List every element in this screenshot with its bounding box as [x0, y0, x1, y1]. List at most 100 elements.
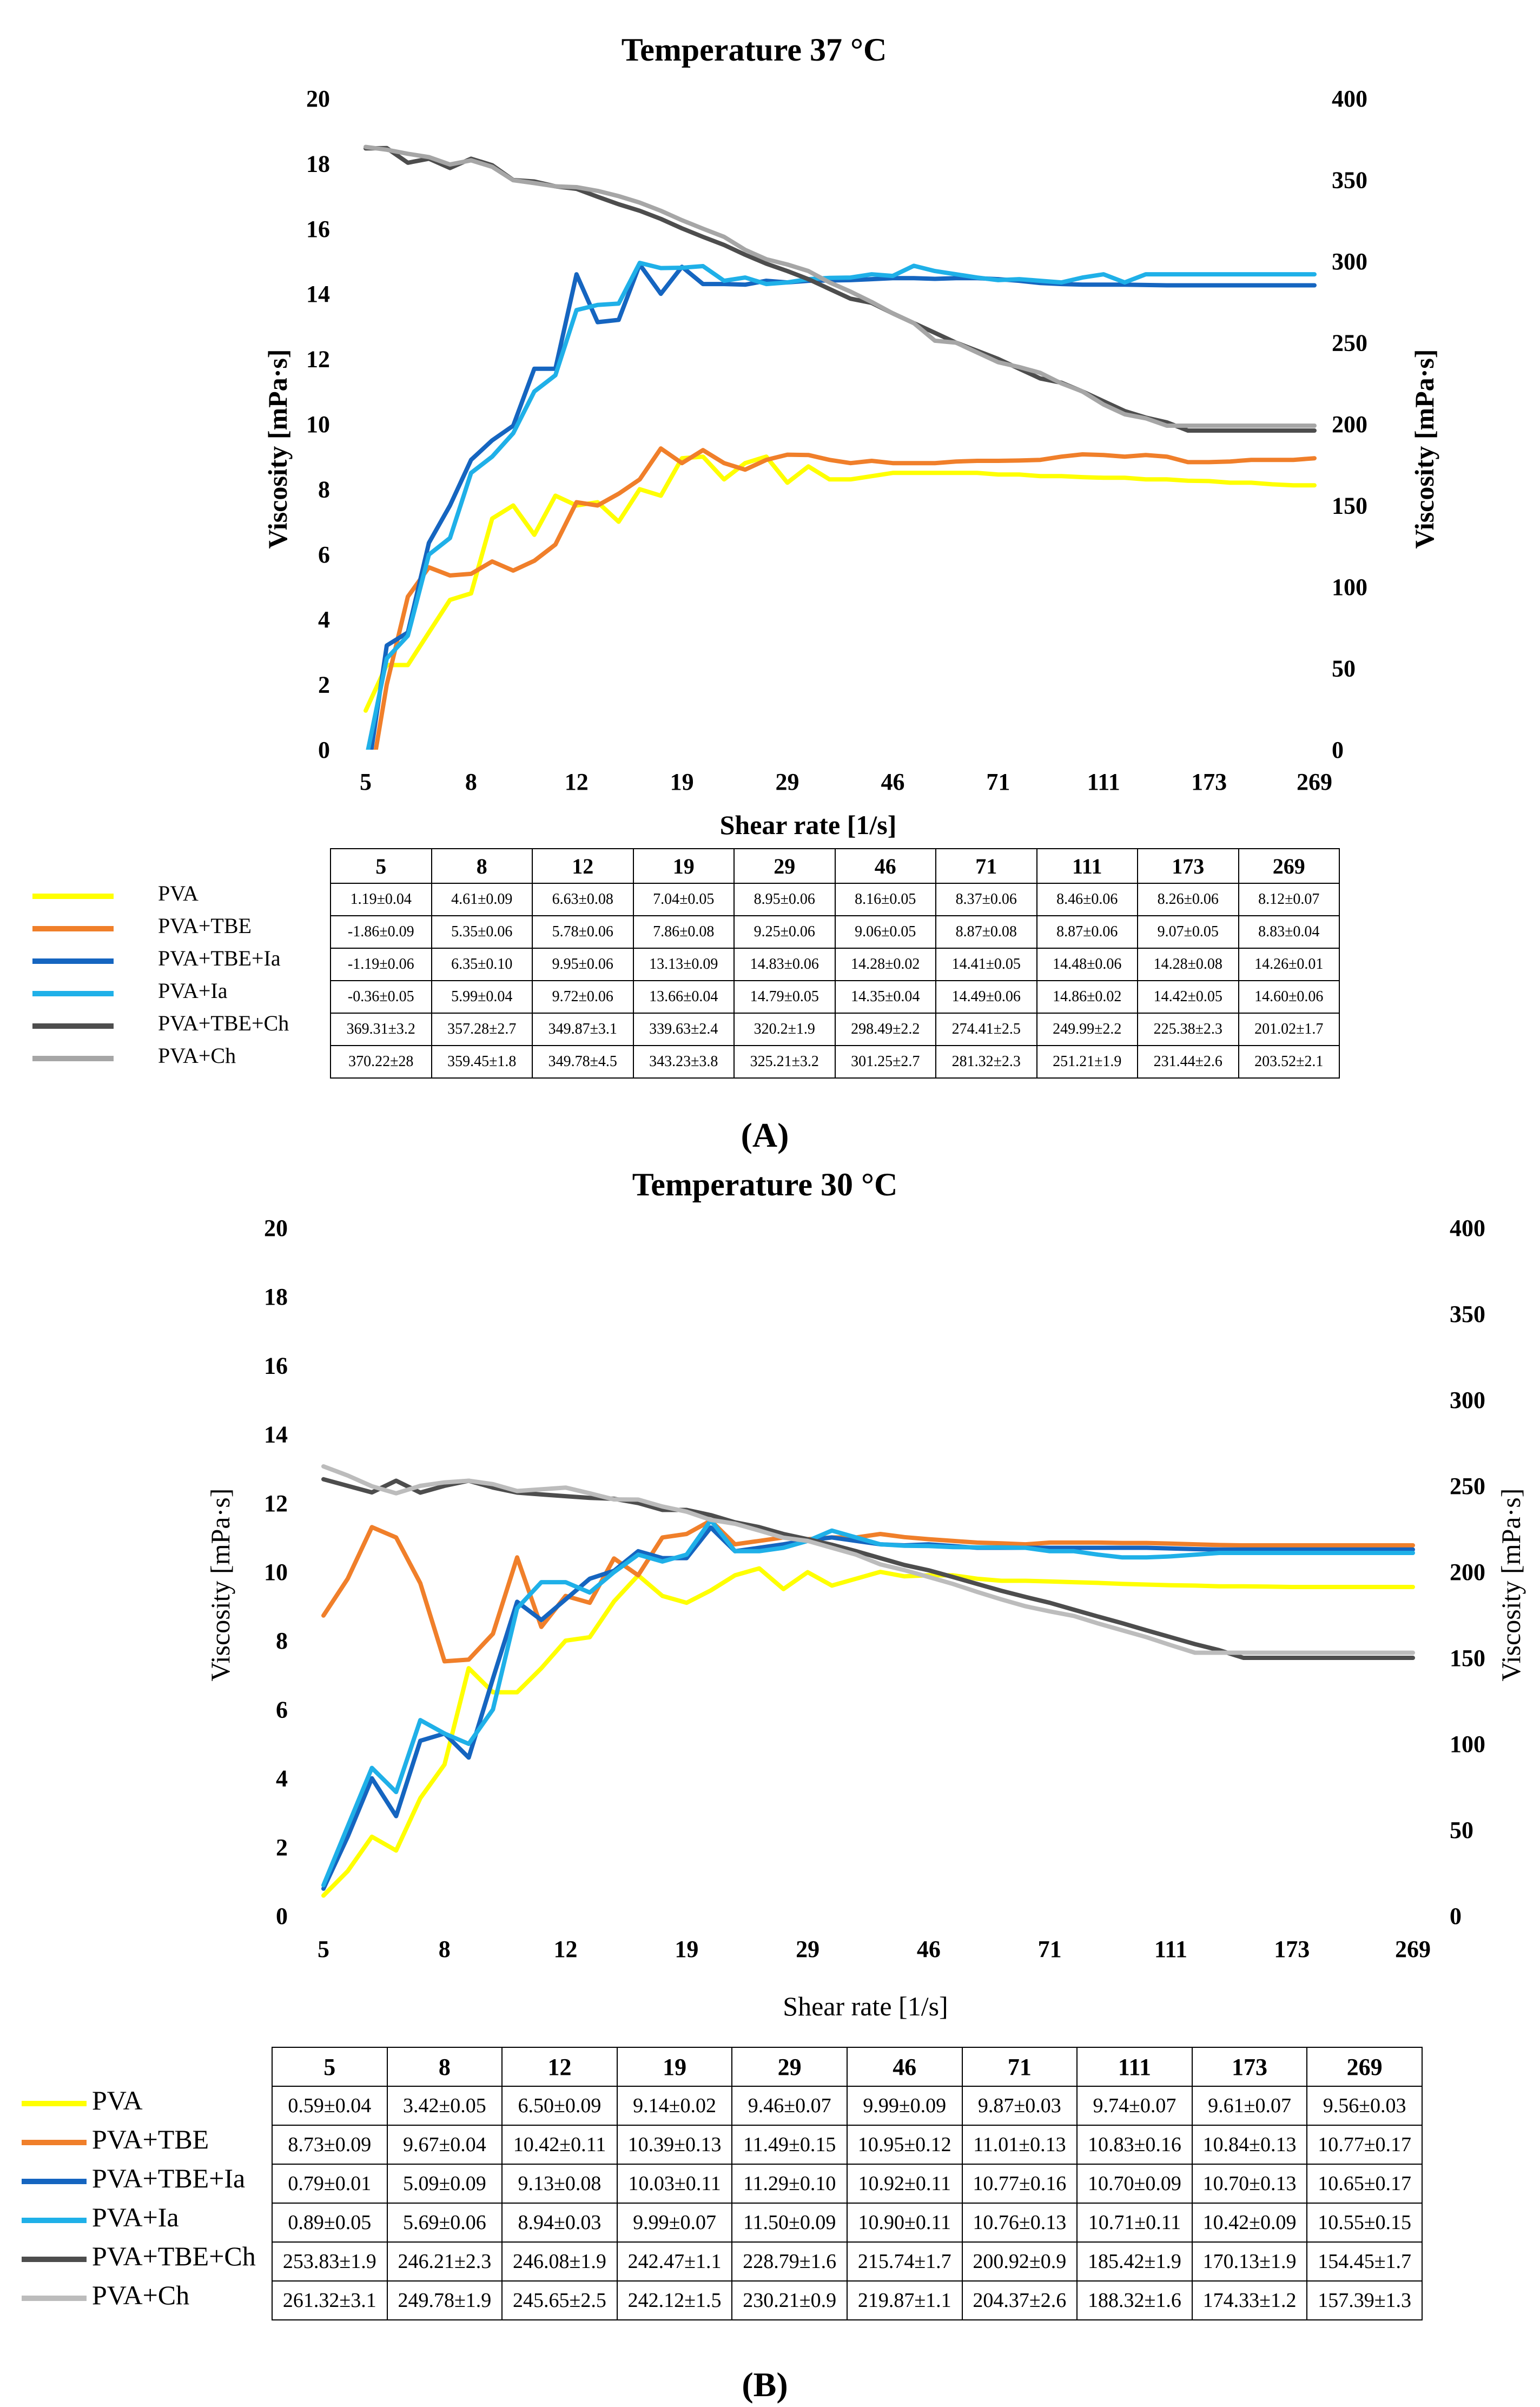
chart-b-table-cell: 242.12±1.5	[616, 2280, 733, 2320]
chart-b-table-cell: 10.92±0.11	[846, 2164, 963, 2204]
chart-b-table-cell: 6.50±0.09	[501, 2086, 618, 2126]
chart-b-table-cell: 9.13±0.08	[501, 2164, 618, 2204]
chart-a-table-row: -1.19±0.06 6.35±0.10 9.95±0.06 13.13±0.09 14…	[330, 948, 1340, 981]
chart-a-legend-swatch	[32, 1023, 114, 1029]
chart-a-table-header-cell: 269	[1238, 848, 1340, 884]
chart-b-table-header-row: 5 8 12 19 29 46 71 111 173 269	[272, 2047, 1423, 2087]
chart-a-table-cell: 8.16±0.05	[834, 883, 936, 916]
chart-b-left-tick-label: 12	[264, 1490, 288, 1517]
chart-b-data-table: 5 8 12 19 29 46 71 111 173 269 0.59±0.04 3.42±0.05…	[272, 2047, 1423, 2320]
chart-a-table-cell: -1.19±0.06	[330, 948, 432, 981]
chart-b-series-pva-tbe	[321, 1518, 1415, 1664]
chart-a-table-cell: 4.61±0.09	[431, 883, 533, 916]
chart-a-table-cell: 281.32±2.3	[935, 1045, 1037, 1079]
chart-a-table-cell: 339.63±2.4	[632, 1013, 735, 1046]
chart-a-table-header-row: 5 8 12 19 29 46 71 111 173 269	[330, 848, 1340, 884]
chart-b-table-header-cell: 12	[501, 2047, 618, 2087]
chart-b-x-tick-label: 111	[1154, 1936, 1187, 1962]
chart-b-table-cell: 200.92±0.9	[961, 2241, 1078, 2282]
chart-b-table-cell: 253.83±1.9	[272, 2241, 388, 2282]
chart-a-right-tick-label: 250	[1332, 330, 1367, 356]
chart-a-series-pva	[363, 454, 1317, 713]
chart-a-series-pva-ia	[366, 261, 1317, 750]
chart-a-x-tick-label: 173	[1191, 769, 1227, 795]
chart-b-table-header-cell: 173	[1191, 2047, 1308, 2087]
chart-a-table-cell: 8.12±0.07	[1238, 883, 1340, 916]
chart-b-legend-label: PVA+Ia	[92, 2202, 179, 2232]
chart-a-table-cell: 14.42±0.05	[1137, 980, 1239, 1014]
chart-b-table-cell: 5.69±0.06	[386, 2203, 503, 2243]
chart-a-left-tick-label: 18	[306, 150, 330, 177]
chart-a-table-cell: 9.72±0.06	[532, 980, 634, 1014]
chart-b-legend-label: PVA	[92, 2085, 143, 2115]
chart-b-table-row: 0.79±0.01 5.09±0.09 9.13±0.08 10.03±0.11 11.…	[272, 2164, 1423, 2204]
chart-a-series-pva-tbe-ia	[369, 262, 1317, 750]
chart-a-series-pva-ch	[363, 144, 1317, 428]
chart-a-table-cell: 298.49±2.2	[834, 1013, 936, 1046]
chart-b-table-cell: 10.77±0.17	[1306, 2125, 1423, 2165]
chart-b-left-tick-label: 20	[264, 1215, 288, 1241]
chart-b-table-cell: 9.74±0.07	[1076, 2086, 1193, 2126]
chart-b-table-cell: 11.29±0.10	[731, 2164, 848, 2204]
chart-b-legend-label: PVA+Ch	[92, 2280, 190, 2310]
chart-a-x-tick-label: 71	[986, 769, 1010, 795]
chart-a-table-cell: 8.87±0.06	[1036, 915, 1138, 949]
chart-a-table-cell: 8.37±0.06	[935, 883, 1037, 916]
chart-a-table-cell: 13.13±0.09	[632, 948, 735, 981]
chart-a-table-cell: 369.31±3.2	[330, 1013, 432, 1046]
chart-a-table-cell: 5.35±0.06	[431, 915, 533, 949]
chart-a-legend-label: PVA	[158, 881, 199, 905]
chart-b-table-cell: 10.65±0.17	[1306, 2164, 1423, 2204]
chart-b-right-tick-label: 100	[1450, 1731, 1485, 1757]
chart-a-table-cell: 231.44±2.6	[1137, 1045, 1239, 1079]
chart-b-table-cell: 9.67±0.04	[386, 2125, 503, 2165]
chart-a-table-cell: 9.95±0.06	[532, 948, 634, 981]
chart-b-right-tick-label: 150	[1450, 1645, 1485, 1671]
chart-a-table-cell: 14.60±0.06	[1238, 980, 1340, 1014]
chart-a-table-cell: 9.25±0.06	[733, 915, 836, 949]
chart-a-table-cell: 14.49±0.06	[935, 980, 1037, 1014]
chart-a-x-tick-label: 111	[1087, 769, 1120, 795]
chart-b-table-cell: 9.87±0.03	[961, 2086, 1078, 2126]
chart-a-table-header-cell: 19	[632, 848, 735, 884]
chart-a-table-header-cell: 111	[1036, 848, 1138, 884]
chart-a-table-cell: 370.22±28	[330, 1045, 432, 1079]
chart-b-table-cell: 9.61±0.07	[1191, 2086, 1308, 2126]
chart-b-table-cell: 246.08±1.9	[501, 2241, 618, 2282]
chart-b-legend-swatch	[22, 2140, 87, 2145]
chart-b-table-cell: 228.79±1.6	[731, 2241, 848, 2282]
chart-b-table-cell: 245.65±2.5	[501, 2280, 618, 2320]
chart-b-left-axis-label: Viscosity [mPa·s]	[205, 1489, 235, 1682]
chart-a-table-cell: 325.21±3.2	[733, 1045, 836, 1079]
chart-a-right-tick-label: 350	[1332, 167, 1367, 194]
chart-b-left-tick-label: 6	[276, 1696, 288, 1723]
chart-a-table-header-cell: 46	[834, 848, 936, 884]
chart-b-right-tick-label: 0	[1450, 1903, 1462, 1929]
chart-b-table-cell: 157.39±1.3	[1306, 2280, 1423, 2320]
chart-a-right-tick-label: 300	[1332, 248, 1367, 275]
chart-b-legend-swatch	[22, 2296, 87, 2301]
chart-a-table-cell: 9.07±0.05	[1137, 915, 1239, 949]
chart-a-table-cell: 8.26±0.06	[1137, 883, 1239, 916]
chart-b-table-cell: 10.39±0.13	[616, 2125, 733, 2165]
chart-b-left-tick-label: 8	[276, 1628, 288, 1654]
chart-a-table-header-cell: 29	[733, 848, 836, 884]
chart-a-table-cell: 14.28±0.08	[1137, 948, 1239, 981]
chart-b-table-cell: 215.74±1.7	[846, 2241, 963, 2282]
chart-a-left-tick-label: 14	[306, 281, 330, 307]
chart-a-table-cell: 14.79±0.05	[733, 980, 836, 1014]
chart-b-legend-swatch	[22, 2101, 87, 2106]
chart-a-left-tick-label: 12	[306, 346, 330, 373]
chart-a-left-ticks: 0 2 4 6 8 10 12 14 16 18 20	[306, 85, 330, 763]
chart-a-legend-swatch	[32, 894, 114, 899]
chart-a-table-cell: 14.86±0.02	[1036, 980, 1138, 1014]
chart-a-table-header-cell: 12	[532, 848, 634, 884]
chart-b-table-cell: 230.21±0.9	[731, 2280, 848, 2320]
chart-a-table-row: -0.36±0.05 5.99±0.04 9.72±0.06 13.66±0.04 14…	[330, 980, 1340, 1014]
chart-b-x-tick-label: 173	[1274, 1936, 1310, 1962]
chart-a-table-cell: -0.36±0.05	[330, 980, 432, 1014]
chart-a-left-axis-label: Viscosity [mPa·s]	[262, 349, 293, 549]
chart-b-x-tick-label: 269	[1395, 1936, 1431, 1962]
chart-b-right-tick-label: 250	[1450, 1473, 1485, 1499]
